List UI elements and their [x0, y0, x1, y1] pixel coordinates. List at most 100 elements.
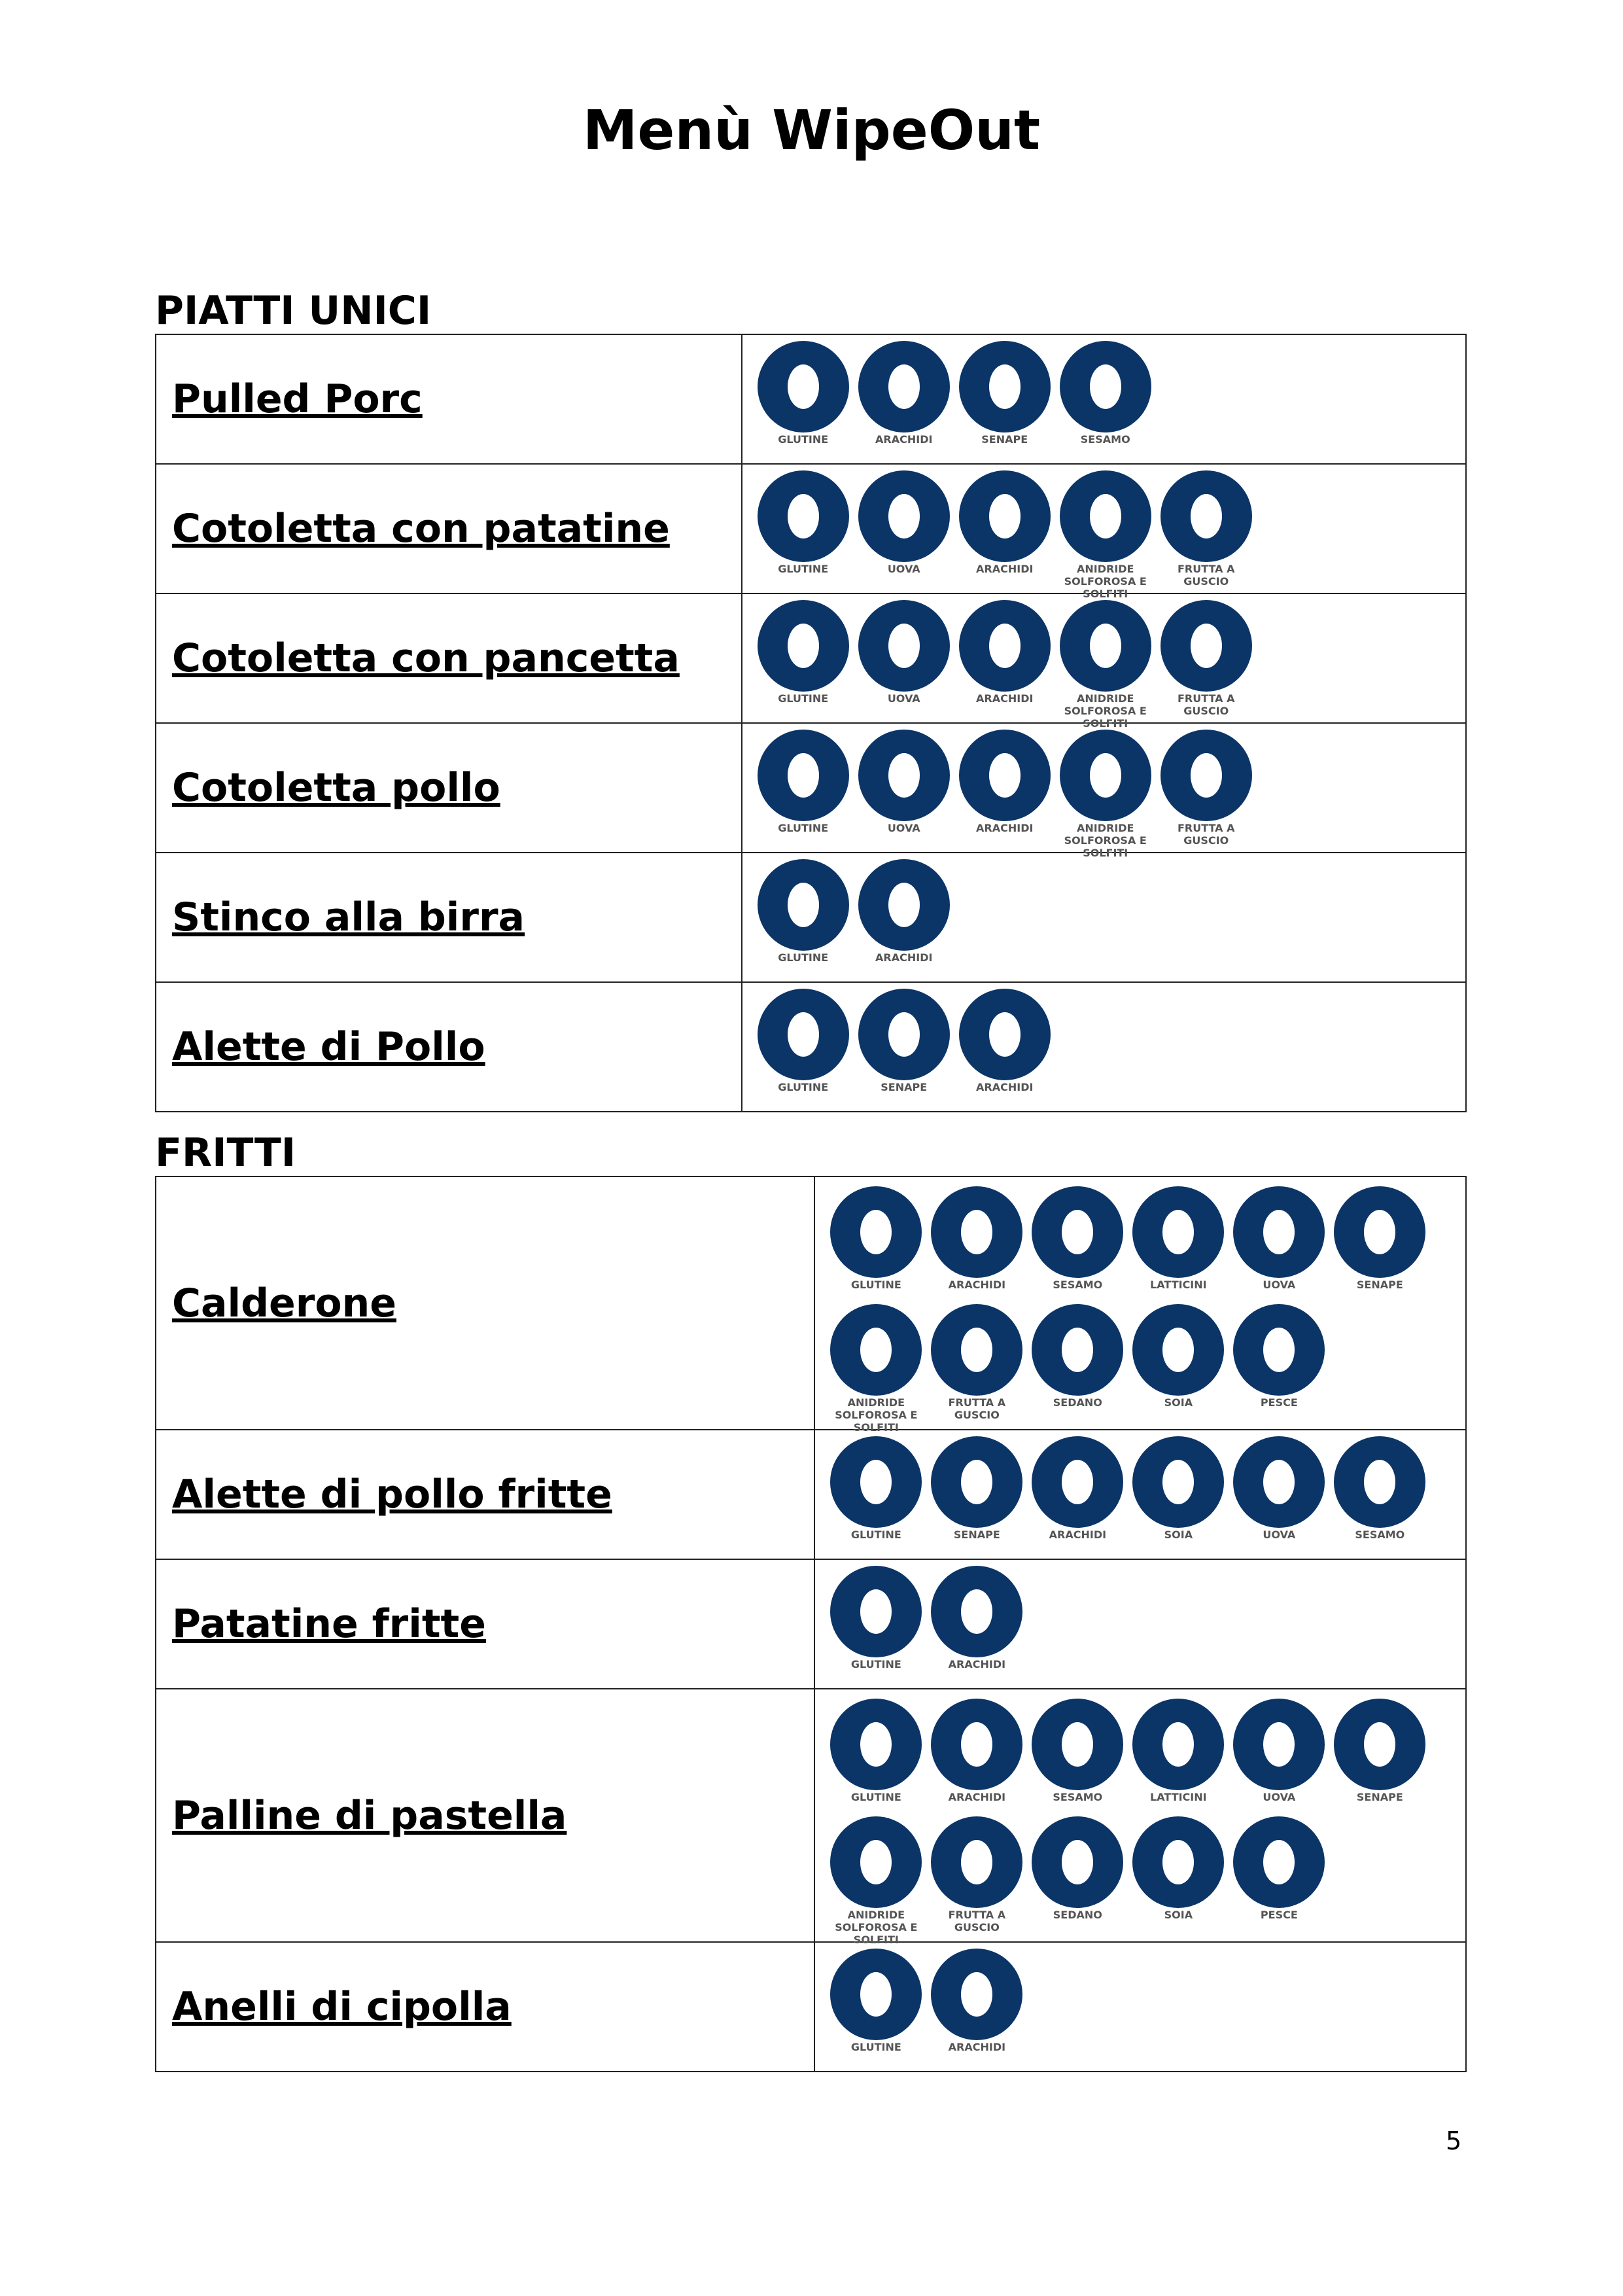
allergen-icon [1233, 1303, 1325, 1396]
allergen: GLUTINE [753, 599, 854, 717]
icon-glyph [1089, 624, 1121, 668]
allergen: SEDANO [1027, 1303, 1128, 1421]
icon-glyph [888, 624, 920, 668]
icon-glyph [860, 1327, 892, 1372]
section-heading: FRITTI [155, 1130, 296, 1176]
allergen: FRUTTA A GUSCIO [1156, 470, 1257, 588]
allergen: ARACHIDI [926, 1565, 1027, 1683]
icon-glyph [988, 1012, 1021, 1057]
allergen-label: SENAPE [981, 433, 1028, 446]
allergen-cell: GLUTINE ARACHIDI [741, 852, 1467, 983]
allergen-icon [931, 1698, 1023, 1790]
allergen-label: SEDANO [1053, 1908, 1102, 1921]
allergen-label: GLUTINE [850, 1658, 901, 1670]
allergen: GLUTINE [826, 1186, 926, 1303]
allergen-label: PESCE [1260, 1396, 1298, 1409]
allergen-label: GLUTINE [778, 692, 829, 705]
allergen-icon [858, 989, 950, 1080]
allergen-icon [1160, 470, 1252, 562]
dish-name: Calderone [154, 1176, 816, 1430]
allergen: UOVA [1229, 1186, 1329, 1303]
allergen-icon [858, 859, 950, 951]
allergen-label: GLUTINE [778, 951, 829, 964]
allergen-icon [931, 1436, 1023, 1528]
allergen-icon [931, 1816, 1023, 1908]
allergen-icon [1132, 1816, 1225, 1908]
allergen-label: SESAMO [1053, 1790, 1103, 1803]
allergen-icon [958, 730, 1051, 821]
icon-glyph [961, 1327, 993, 1372]
allergen-label: ARACHIDI [948, 2041, 1006, 2053]
dish-name: Alette di Pollo [155, 981, 742, 1112]
menu-table: Calderone GLUTINE ARACHIDI SESAMO LATTICINI U… [154, 1176, 1467, 2072]
icon-glyph [1062, 1460, 1094, 1504]
dish-name: Anelli di cipolla [154, 1941, 816, 2072]
allergen-icon [830, 1698, 922, 1790]
allergen: SESAMO [1055, 340, 1156, 458]
allergen-cell: GLUTINE ARACHIDI [814, 1559, 1467, 1689]
icon-glyph [1062, 1722, 1094, 1767]
allergen-label: ANIDRIDE SOLFOROSA E SOLFITI [1064, 822, 1147, 859]
icon-glyph [1062, 1327, 1094, 1372]
icon-glyph [1162, 1460, 1195, 1504]
menu-row: Anelli di cipolla GLUTINE ARACHIDI [154, 1941, 1467, 2072]
allergen: ANIDRIDE SOLFOROSA E SOLFITI [826, 1303, 926, 1434]
icon-glyph [1190, 753, 1222, 798]
icon-glyph [888, 364, 920, 409]
icon-glyph [860, 1460, 892, 1504]
allergen-icon [1334, 1186, 1426, 1278]
icon-glyph [787, 1012, 819, 1057]
allergen-icon [958, 470, 1051, 562]
allergen-label: SEDANO [1053, 1396, 1102, 1409]
icon-glyph [787, 883, 819, 927]
allergen-icon [958, 600, 1051, 692]
allergen-icon [931, 1303, 1023, 1396]
allergen-icon [1032, 1186, 1124, 1278]
allergen: SOIA [1128, 1436, 1229, 1553]
icon-glyph [961, 1209, 993, 1254]
allergen-icon [1059, 600, 1151, 692]
allergen: UOVA [1229, 1698, 1329, 1816]
icon-glyph [988, 624, 1021, 668]
allergen-label: GLUTINE [778, 563, 829, 575]
allergen: SENAPE [1329, 1698, 1430, 1816]
allergen-label: LATTICINI [1150, 1790, 1207, 1803]
icon-glyph [1190, 624, 1222, 668]
dish-name: Cotoletta con patatine [155, 463, 742, 594]
allergen-label: UOVA [887, 692, 920, 705]
allergen-label: SESAMO [1053, 1278, 1103, 1291]
allergen-icon [757, 600, 849, 692]
allergen-label: ARACHIDI [948, 1658, 1006, 1670]
allergen-label: SOIA [1164, 1528, 1193, 1541]
allergen-label: ARACHIDI [1049, 1528, 1107, 1541]
dish-name: Patatine fritte [154, 1559, 816, 1689]
allergen: ARACHIDI [1027, 1436, 1128, 1553]
allergen: ARACHIDI [926, 1698, 1027, 1816]
allergen-label: GLUTINE [850, 1790, 901, 1803]
allergen-icon [958, 341, 1051, 433]
section-heading: PIATTI UNICI [155, 288, 432, 334]
allergen-label: FRUTTA A GUSCIO [1177, 692, 1235, 717]
allergen: ARACHIDI [954, 988, 1055, 1106]
allergen-label: SESAMO [1355, 1528, 1405, 1541]
allergen-icon [1233, 1436, 1325, 1528]
allergen-label: PESCE [1260, 1908, 1298, 1921]
allergen: GLUTINE [826, 1698, 926, 1816]
allergen-label: GLUTINE [778, 1081, 829, 1093]
allergen-cell: GLUTINE ARACHIDI SENAPE SESAMO [741, 334, 1467, 465]
allergen-label: ARACHIDI [976, 692, 1034, 705]
allergen: ANIDRIDE SOLFOROSA E SOLFITI [1055, 729, 1156, 859]
icon-glyph [961, 1839, 993, 1884]
section: FRITTI Calderone GLUTINE ARACHIDI SESAMO LATT… [154, 1130, 1467, 2072]
allergen-label: GLUTINE [778, 433, 829, 446]
icon-glyph [988, 364, 1021, 409]
allergen: GLUTINE [753, 470, 854, 588]
icon-glyph [787, 494, 819, 539]
icon-glyph [1190, 494, 1222, 539]
allergen-label: GLUTINE [850, 2041, 901, 2053]
allergen: SENAPE [954, 340, 1055, 458]
allergen-cell: GLUTINE ARACHIDI [814, 1941, 1467, 2072]
menu-row: Palline di pastella GLUTINE ARACHIDI SESAMO… [154, 1688, 1467, 1946]
allergen: ARACHIDI [954, 599, 1055, 717]
allergen-icon [1059, 730, 1151, 821]
